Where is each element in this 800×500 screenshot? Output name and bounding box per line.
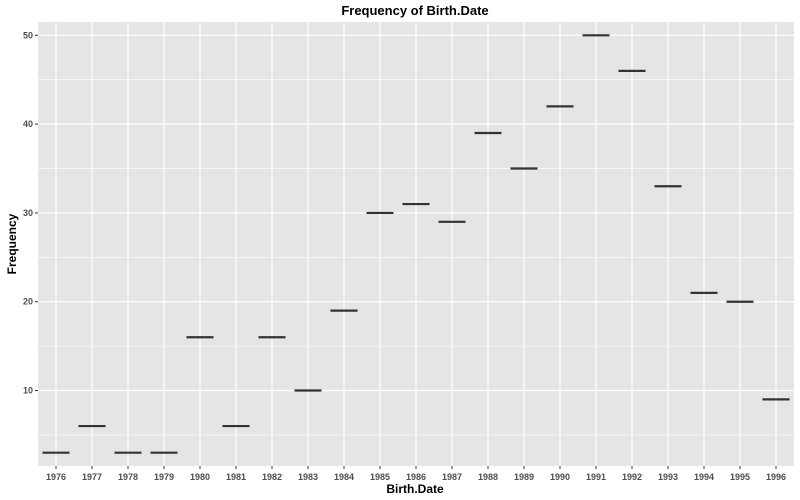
- y-tick-label: 40: [23, 119, 33, 129]
- y-tick-label: 30: [23, 208, 33, 218]
- x-tick-label: 1980: [190, 472, 210, 482]
- x-tick-label: 1996: [766, 472, 786, 482]
- y-tick-label: 20: [23, 297, 33, 307]
- x-tick-label: 1988: [478, 472, 498, 482]
- y-tick-label: 50: [23, 30, 33, 40]
- major-gridlines: [38, 22, 794, 466]
- x-tick-label: 1991: [586, 472, 606, 482]
- x-tick-label: 1994: [694, 472, 714, 482]
- x-tick-label: 1990: [550, 472, 570, 482]
- x-tick-label: 1976: [46, 472, 66, 482]
- x-tick-label: 1983: [298, 472, 318, 482]
- x-tick-label: 1984: [334, 472, 354, 482]
- x-tick-label: 1987: [442, 472, 462, 482]
- chart-title: Frequency of Birth.Date: [341, 3, 488, 18]
- x-tick-label: 1993: [658, 472, 678, 482]
- x-tick-label: 1992: [622, 472, 642, 482]
- x-tick-label: 1978: [118, 472, 138, 482]
- x-axis: 1976 1977 1978 1979 1980 1981 1982 1983 1984 1985…: [46, 466, 786, 482]
- x-tick-label: 1989: [514, 472, 534, 482]
- x-tick-label: 1982: [262, 472, 282, 482]
- x-tick-label: 1977: [82, 472, 102, 482]
- x-tick-label: 1985: [370, 472, 390, 482]
- x-tick-label: 1981: [226, 472, 246, 482]
- y-axis: 10 20 30 40 50: [23, 30, 38, 396]
- data-marks: [42, 34, 790, 454]
- x-axis-title: Birth.Date: [386, 482, 444, 496]
- x-tick-label: 1986: [406, 472, 426, 482]
- x-tick-label: 1995: [730, 472, 750, 482]
- y-tick-label: 10: [23, 386, 33, 396]
- x-tick-label: 1979: [154, 472, 174, 482]
- y-axis-title: Frequency: [5, 213, 19, 274]
